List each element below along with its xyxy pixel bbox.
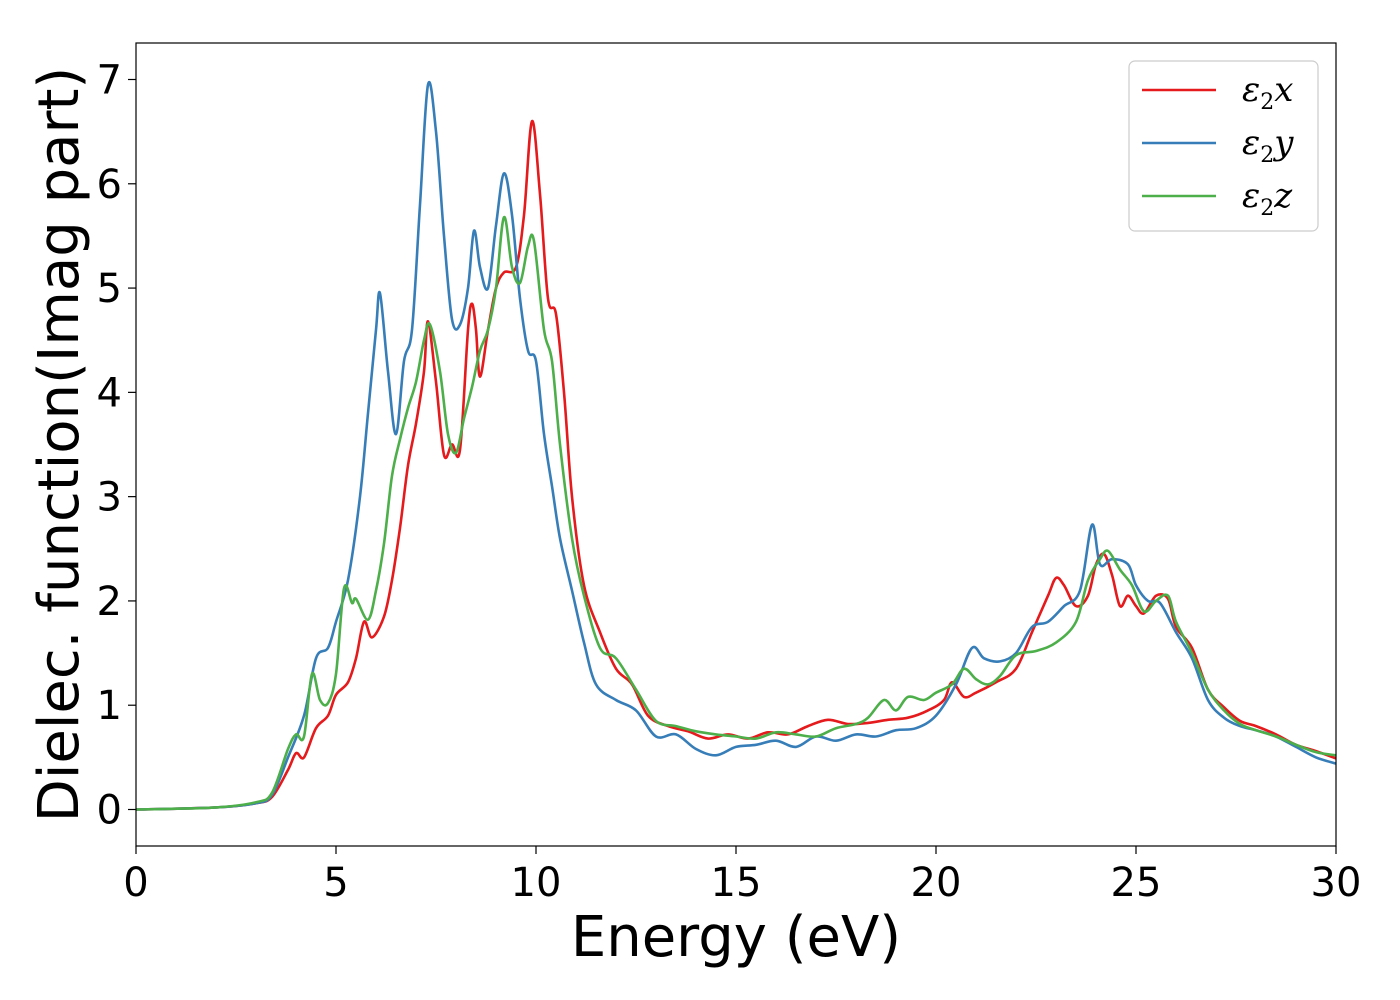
x-tick-label: 5	[323, 860, 348, 906]
y-tick-label: 6	[97, 162, 122, 208]
y-tick-label: 0	[97, 788, 122, 834]
x-tick-label: 15	[711, 860, 762, 906]
series-line-z	[135, 215, 1337, 811]
y-axis-ticks: 0 1 2 3 4 5 6 7	[97, 58, 136, 834]
y-tick-label: 1	[97, 683, 122, 729]
y-tick-label: 7	[97, 58, 122, 104]
series-line-y	[135, 80, 1337, 811]
x-tick-label: 10	[511, 860, 562, 906]
series-layer	[135, 80, 1337, 811]
legend: ε2x ε2y ε2z	[1128, 60, 1319, 232]
x-axis-label: Energy (eV)	[571, 905, 901, 970]
y-tick-label: 2	[97, 579, 122, 625]
x-axis-ticks: 0 5 10 15 20 25 30	[123, 846, 1361, 906]
legend-label-x: ε2x	[1242, 70, 1293, 115]
x-tick-label: 20	[911, 860, 962, 906]
legend-box	[1128, 60, 1319, 232]
y-axis-label: Dielec. function(Imag part)	[27, 67, 92, 823]
x-tick-label: 0	[123, 860, 148, 906]
y-tick-label: 4	[97, 370, 122, 416]
y-tick-label: 3	[97, 475, 122, 521]
x-tick-label: 25	[1111, 860, 1162, 906]
y-tick-label: 5	[97, 266, 122, 312]
legend-label-z: ε2z	[1242, 176, 1293, 221]
series-line-x	[135, 119, 1337, 811]
plot-frame	[135, 42, 1337, 847]
legend-label-y: ε2y	[1242, 123, 1294, 168]
x-tick-label: 30	[1311, 860, 1362, 906]
